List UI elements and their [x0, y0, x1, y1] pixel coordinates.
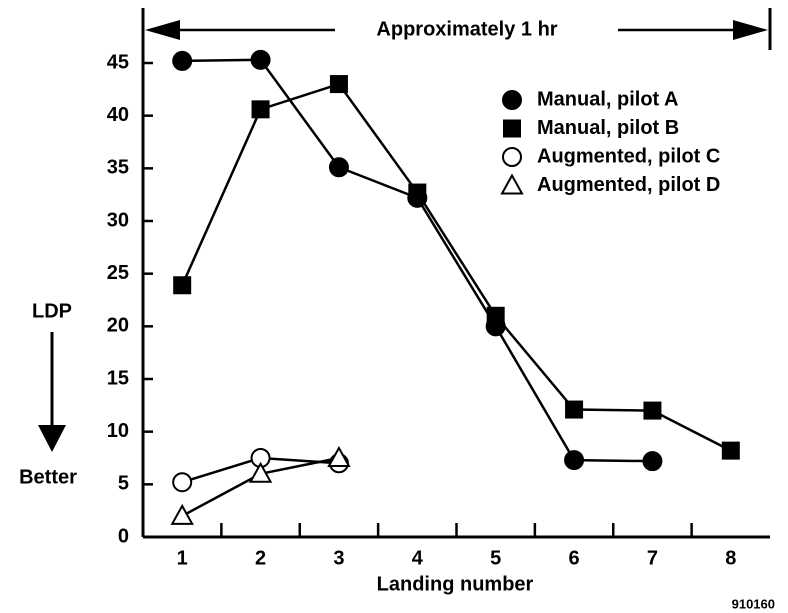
marker: [643, 401, 662, 420]
y-tick-label: 15: [107, 367, 129, 389]
marker: [172, 50, 193, 71]
x-axis-label: Landing number: [377, 573, 534, 595]
marker: [721, 441, 740, 460]
y-tick-label: 5: [118, 473, 129, 495]
legend-label: Manual, pilot B: [537, 117, 679, 139]
marker: [565, 400, 584, 419]
x-tick-label: 2: [255, 547, 266, 569]
y-tick-label: 10: [107, 420, 129, 442]
y-tick-label: 40: [107, 104, 129, 126]
y-tick-label: 45: [107, 51, 129, 73]
arrow-head: [38, 425, 66, 452]
y-tick-label: 30: [107, 209, 129, 231]
y-note: Better: [19, 466, 77, 488]
figure-number: 910160: [732, 596, 775, 611]
span-label: Approximately 1 hr: [376, 18, 557, 40]
x-tick-label: 4: [412, 547, 424, 569]
y-tick-label: 25: [107, 262, 129, 284]
legend-label: Augmented, pilot D: [537, 174, 720, 196]
series-line: [181, 82, 732, 452]
marker: [486, 306, 505, 325]
marker: [642, 451, 663, 472]
legend-label: Augmented, pilot C: [537, 145, 720, 167]
marker: [250, 49, 271, 70]
legend-marker: [503, 119, 521, 138]
legend-marker: [500, 173, 524, 195]
x-tick-label: 7: [647, 547, 658, 569]
marker: [170, 503, 194, 525]
x-tick-label: 5: [490, 547, 501, 569]
legend-label: Manual, pilot A: [537, 88, 678, 110]
marker: [251, 100, 270, 119]
marker: [172, 472, 193, 493]
marker: [327, 445, 351, 467]
x-tick-label: 8: [725, 547, 736, 569]
marker: [408, 183, 427, 202]
x-tick-label: 3: [333, 547, 344, 569]
y-tick-label: 35: [107, 157, 129, 179]
marker: [564, 450, 585, 471]
y-tick-label: 20: [107, 315, 129, 337]
x-tick-label: 6: [569, 547, 580, 569]
x-tick-label: 1: [177, 547, 188, 569]
marker: [248, 461, 273, 483]
marker: [328, 157, 349, 178]
marker: [329, 75, 348, 94]
legend-marker: [502, 90, 522, 110]
legend-marker: [502, 147, 522, 167]
marker: [173, 276, 192, 295]
y-tick-label: 0: [118, 525, 129, 547]
arrow-head: [733, 20, 768, 40]
y-axis-label: LDP: [32, 300, 72, 322]
arrow-head: [145, 20, 180, 40]
